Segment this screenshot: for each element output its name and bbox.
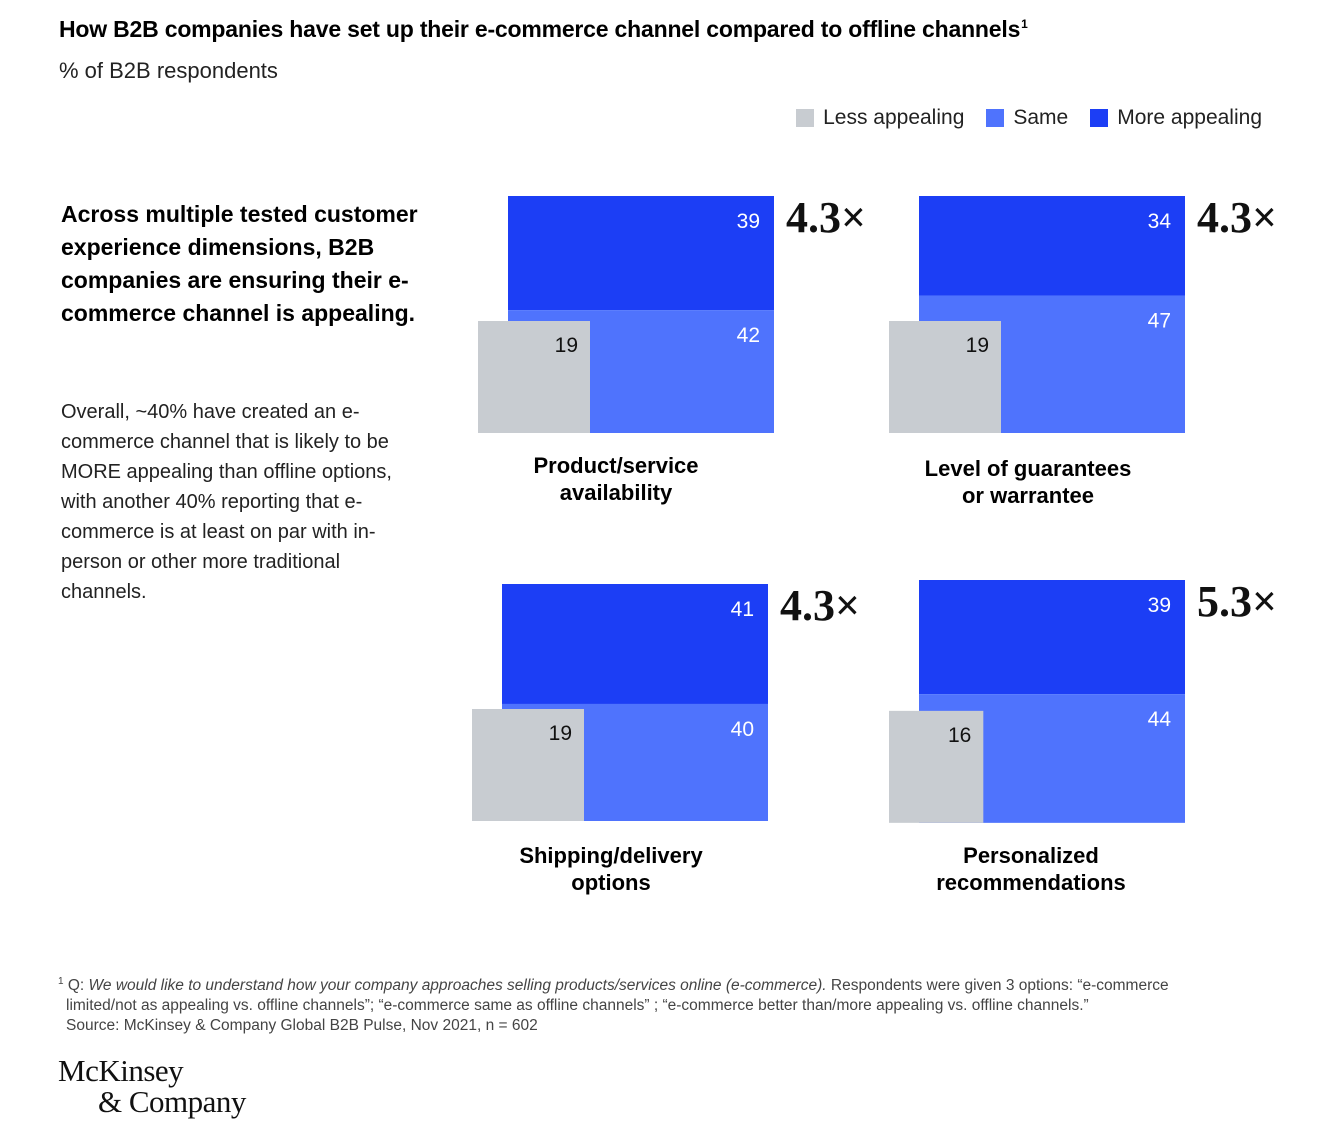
legend-swatch-same [986, 109, 1005, 127]
mckinsey-logo: McKinsey & Company [58, 1055, 246, 1117]
legend-item-same: Same [986, 106, 1068, 130]
bar-more-appealing [502, 584, 768, 704]
dimension-label-shipping: Shipping/delivery options [471, 842, 751, 896]
bar-less-appealing [478, 321, 590, 433]
value-label-more: 39 [1148, 594, 1171, 617]
chart-personalized-recommendations: 39 44 16 5.3× [889, 577, 1279, 825]
lead-statement: Across multiple tested customer experien… [61, 201, 418, 326]
legend-item-less-appealing: Less appealing [796, 106, 964, 130]
multiplier-label: 5.3× [1197, 577, 1277, 626]
chart-subtitle: % of B2B respondents [59, 58, 278, 83]
footnote-question: 1 Q: We would like to understand how you… [58, 976, 1169, 995]
multiplier-label: 4.3× [786, 193, 866, 242]
value-label-same: 47 [1148, 309, 1171, 332]
value-label-same: 40 [731, 718, 754, 741]
dimension-label-personalized: Personalized recommendations [891, 842, 1171, 896]
dimension-label-line: Shipping/delivery [519, 843, 703, 868]
logo-line-2: & Company [98, 1084, 246, 1119]
value-label-less: 16 [948, 724, 971, 747]
bar-more-appealing [919, 580, 1185, 695]
legend-swatch-less-appealing [796, 109, 815, 127]
block-chart-svg: 39 44 16 5.3× [889, 577, 1277, 823]
legend-swatch-more-appealing [1090, 109, 1109, 127]
value-label-less: 19 [549, 722, 572, 745]
logo-line-1: McKinsey [58, 1053, 184, 1088]
chart-product-service-availability: 39 42 19 4.3× [478, 193, 868, 441]
block-chart-svg: 41 40 19 4.3× [472, 581, 860, 821]
legend-item-more-appealing: More appealing [1090, 106, 1262, 130]
legend-label: Less appealing [823, 106, 965, 129]
multiplier-label: 4.3× [780, 581, 860, 630]
chart-level-of-guarantees: 34 47 19 4.3× [889, 193, 1279, 441]
value-label-more: 39 [737, 210, 760, 233]
bar-less-appealing [889, 321, 1001, 433]
footnote-source: Source: McKinsey & Company Global B2B Pu… [66, 1017, 538, 1035]
value-label-more: 41 [731, 598, 754, 621]
dimension-label-line: options [571, 870, 651, 895]
value-label-same: 44 [1148, 708, 1172, 731]
legend-label: Same [1013, 106, 1069, 129]
value-label-less: 19 [966, 334, 989, 357]
bar-less-appealing [472, 709, 584, 821]
bar-more-appealing [919, 196, 1185, 296]
dimension-label-line: Level of guarantees [924, 456, 1132, 481]
legend: Less appealing Same More appealing [796, 106, 1262, 130]
value-label-more: 34 [1148, 210, 1172, 233]
dimension-label-line: recommendations [936, 870, 1126, 895]
multiplier-label: 4.3× [1197, 193, 1277, 242]
chart-shipping-delivery: 41 40 19 4.3× [472, 581, 862, 829]
legend-label: More appealing [1117, 106, 1262, 129]
dimension-label-line: or warrantee [961, 483, 1095, 508]
footnote: 1 Q: We would like to understand how you… [58, 972, 1278, 1036]
dimension-label-guarantees: Level of guarantees or warrantee [888, 455, 1168, 509]
block-chart-svg: 34 47 19 4.3× [889, 193, 1277, 433]
value-label-same: 42 [737, 324, 760, 347]
bar-more-appealing [508, 196, 774, 311]
dimension-label-line: Personalized [963, 843, 1099, 868]
value-label-less: 19 [555, 334, 578, 357]
dimension-label-line: Product/service [533, 453, 699, 478]
bar-less-appealing [889, 710, 984, 823]
body-text: Overall, ~40% have created an e-commerce… [61, 401, 392, 603]
dimension-label-product-service: Product/service availability [476, 452, 756, 506]
block-chart-svg: 39 42 19 4.3× [478, 193, 866, 433]
chart-title: How B2B companies have set up their e-co… [59, 16, 1028, 42]
footnote-options: limited/not as appealing vs. offline cha… [66, 997, 1089, 1015]
dimension-label-line: availability [559, 480, 673, 505]
